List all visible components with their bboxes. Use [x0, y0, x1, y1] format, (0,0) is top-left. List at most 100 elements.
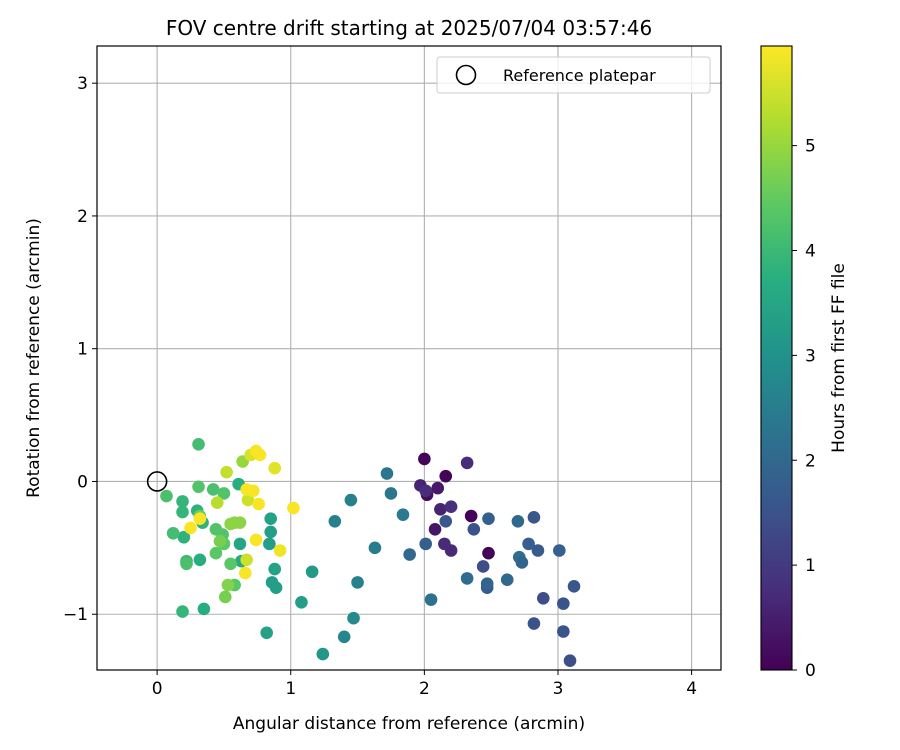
scatter-point	[396, 508, 410, 521]
scatter-point	[480, 577, 494, 591]
y-tick-label: −1	[63, 605, 88, 625]
scatter-point	[210, 496, 224, 510]
scatter-point	[527, 617, 541, 630]
scatter-point	[233, 537, 247, 551]
scatter-point	[295, 595, 308, 609]
scatter-point	[444, 500, 458, 513]
colorbar-gradient	[760, 45, 793, 671]
x-axis-label: Angular distance from reference (arcmin)	[233, 714, 585, 734]
plot-background	[97, 46, 721, 670]
colorbar-tick-label: 2	[805, 451, 816, 471]
scatter-point	[240, 553, 253, 567]
scatter-point	[206, 483, 220, 496]
scatter-point	[467, 522, 481, 536]
colorbar-tick-label: 4	[805, 242, 816, 262]
scatter-point	[531, 544, 545, 557]
scatter-point	[384, 487, 398, 500]
scatter-point	[553, 544, 566, 557]
scatter-point	[273, 544, 287, 557]
scatter-point	[460, 456, 474, 470]
scatter-point	[253, 448, 267, 462]
scatter-point	[439, 515, 453, 528]
scatter-point	[434, 503, 447, 516]
legend: Reference platepar	[436, 56, 711, 94]
scatter-point	[192, 480, 205, 494]
scatter-point	[218, 590, 232, 604]
scatter-point	[264, 512, 278, 525]
scatter-point	[500, 573, 514, 587]
scatter-point	[424, 593, 438, 606]
scatter-point	[177, 530, 191, 544]
colorbar-tick-label: 5	[805, 137, 816, 157]
scatter-point	[305, 565, 319, 579]
scatter-point	[240, 483, 253, 496]
scatter-point	[567, 580, 581, 593]
scatter-point	[241, 493, 255, 507]
scatter-point	[224, 557, 237, 571]
scatter-point	[166, 526, 180, 540]
scatter-point	[431, 481, 445, 495]
scatter-point	[522, 537, 535, 551]
y-tick-label: 1	[77, 340, 88, 360]
scatter-point	[380, 467, 394, 480]
scatter-point	[482, 512, 495, 525]
scatter-point	[328, 515, 342, 528]
y-tick-label: 0	[77, 472, 88, 492]
scatter-point	[268, 461, 282, 475]
scatter-point	[197, 602, 211, 616]
scatter-point	[351, 576, 364, 589]
scatter-point	[347, 611, 360, 625]
scatter-point	[176, 605, 189, 618]
scatter-point	[192, 437, 205, 451]
legend-entry-reference-platepar: Reference platepar	[503, 66, 656, 85]
scatter-point	[557, 625, 570, 638]
scatter-point	[220, 465, 233, 479]
scatter-point	[260, 626, 273, 640]
scatter-points	[160, 437, 581, 668]
scatter-point	[428, 522, 442, 536]
y-axis-ticks: −1 0 1 2 3	[63, 74, 97, 625]
scatter-point	[193, 553, 207, 567]
scatter-point	[249, 533, 263, 547]
scatter-point	[557, 597, 570, 610]
colorbar-tick-label: 3	[805, 346, 816, 366]
scatter-point	[418, 452, 431, 466]
x-tick-label: 0	[152, 679, 163, 699]
scatter-point	[527, 511, 541, 524]
colorbar-tick-label: 0	[805, 661, 816, 681]
scatter-point	[239, 566, 252, 580]
scatter-point	[265, 576, 279, 589]
scatter-point	[476, 560, 490, 573]
x-tick-label: 3	[553, 679, 564, 699]
colorbar-ticks: 0 1 2 3 4 5	[792, 137, 816, 681]
scatter-point	[419, 537, 433, 551]
scatter-point	[160, 489, 173, 503]
colorbar-tick-label: 1	[805, 556, 816, 576]
scatter-point	[252, 497, 265, 511]
scatter-point	[439, 469, 453, 483]
scatter-point	[482, 546, 495, 560]
scatter-point	[511, 515, 525, 528]
scatter-point	[233, 516, 247, 529]
scatter-point	[221, 578, 235, 592]
scatter-point	[264, 525, 278, 539]
scatter-point	[180, 557, 193, 571]
x-tick-label: 1	[285, 679, 296, 699]
scatter-point	[344, 493, 358, 507]
scatter-point	[460, 572, 474, 585]
scatter-point	[316, 647, 330, 661]
scatter-point	[403, 548, 416, 561]
scatter-point	[176, 495, 189, 508]
scatter-point	[268, 562, 282, 576]
scatter-point	[515, 556, 529, 569]
scatter-point	[213, 534, 227, 548]
scatter-point	[209, 546, 223, 560]
scatter-point	[536, 592, 550, 605]
scatter-point	[337, 630, 351, 644]
scatter-point	[184, 521, 197, 535]
scatter-point	[444, 544, 458, 557]
scatter-point	[563, 654, 577, 668]
x-axis-ticks: 0 1 2 3 4	[152, 670, 697, 699]
legend-marker	[455, 64, 477, 86]
